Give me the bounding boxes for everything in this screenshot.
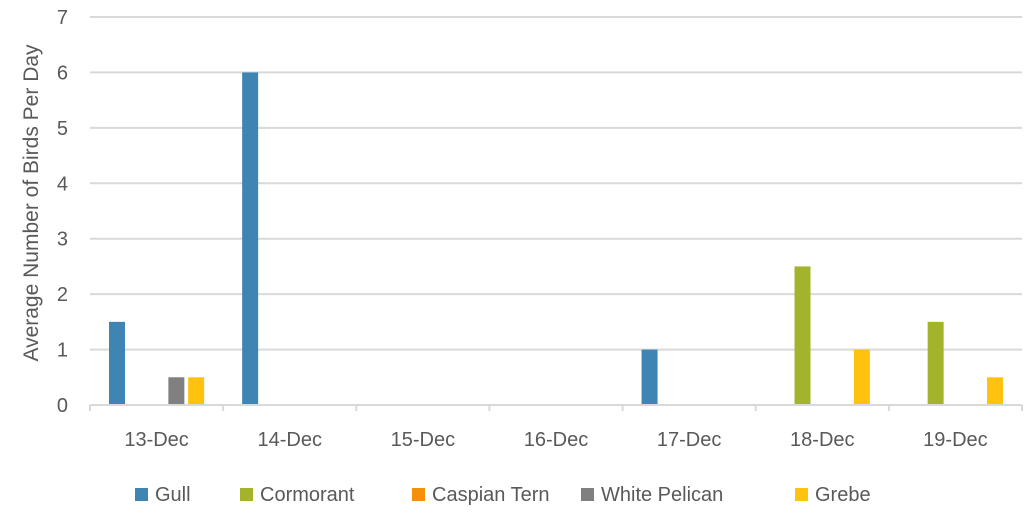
legend-label: Grebe xyxy=(815,484,871,506)
bar xyxy=(109,321,125,405)
legend-swatch xyxy=(412,488,425,501)
x-tick-label: 17-Dec xyxy=(657,429,721,451)
legend-label: Caspian Tern xyxy=(432,484,549,506)
legend-swatch xyxy=(240,488,253,501)
x-axis-ticks: 13-Dec 14-Dec 15-Dec 16-Dec 17-Dec 18-Dec 19-D… xyxy=(89,405,1023,451)
bar xyxy=(242,72,259,405)
x-tick-label: 14-Dec xyxy=(257,429,321,451)
x-tick-label: 16-Dec xyxy=(524,429,588,451)
bar xyxy=(987,377,1003,405)
bar xyxy=(853,349,870,405)
x-tick-label: 18-Dec xyxy=(790,429,854,451)
legend-swatch xyxy=(581,488,594,501)
y-tick-label: 6 xyxy=(57,62,68,84)
y-tick-label: 1 xyxy=(57,340,68,362)
bar xyxy=(168,377,185,405)
y-tick-label: 3 xyxy=(57,229,68,251)
y-axis-title: Average Number of Birds Per Day xyxy=(20,44,43,362)
bar xyxy=(641,349,658,405)
legend-label: Cormorant xyxy=(260,484,355,506)
bar xyxy=(927,321,944,405)
bar xyxy=(794,266,811,405)
legend-swatch xyxy=(135,488,148,501)
legend-label: White Pelican xyxy=(601,484,723,506)
x-tick-label: 13-Dec xyxy=(124,429,188,451)
y-tick-label: 7 xyxy=(57,7,68,29)
y-tick-label: 2 xyxy=(57,284,68,306)
legend-label: Gull xyxy=(155,484,191,506)
bar xyxy=(188,377,205,405)
y-axis-ticks: 0 1 2 3 4 5 6 7 xyxy=(57,7,68,417)
y-tick-label: 4 xyxy=(57,173,68,195)
legend-swatch xyxy=(795,488,808,501)
y-tick-label: 5 xyxy=(57,118,68,140)
bars xyxy=(109,72,1003,405)
x-tick-label: 15-Dec xyxy=(391,429,455,451)
y-tick-label: 0 xyxy=(57,395,68,417)
legend: Gull Cormorant Caspian Tern White Pelican Gr… xyxy=(135,484,871,506)
gridlines xyxy=(90,16,1022,351)
x-tick-label: 19-Dec xyxy=(923,429,987,451)
